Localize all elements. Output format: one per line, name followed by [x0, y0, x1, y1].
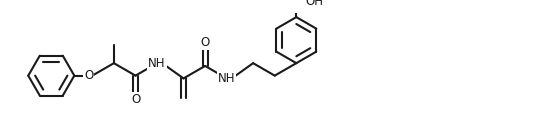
Text: NH: NH: [149, 57, 166, 70]
Text: O: O: [131, 93, 140, 106]
Text: OH: OH: [305, 0, 323, 8]
Text: O: O: [84, 69, 93, 82]
Text: NH: NH: [218, 72, 235, 85]
Text: O: O: [201, 36, 210, 49]
